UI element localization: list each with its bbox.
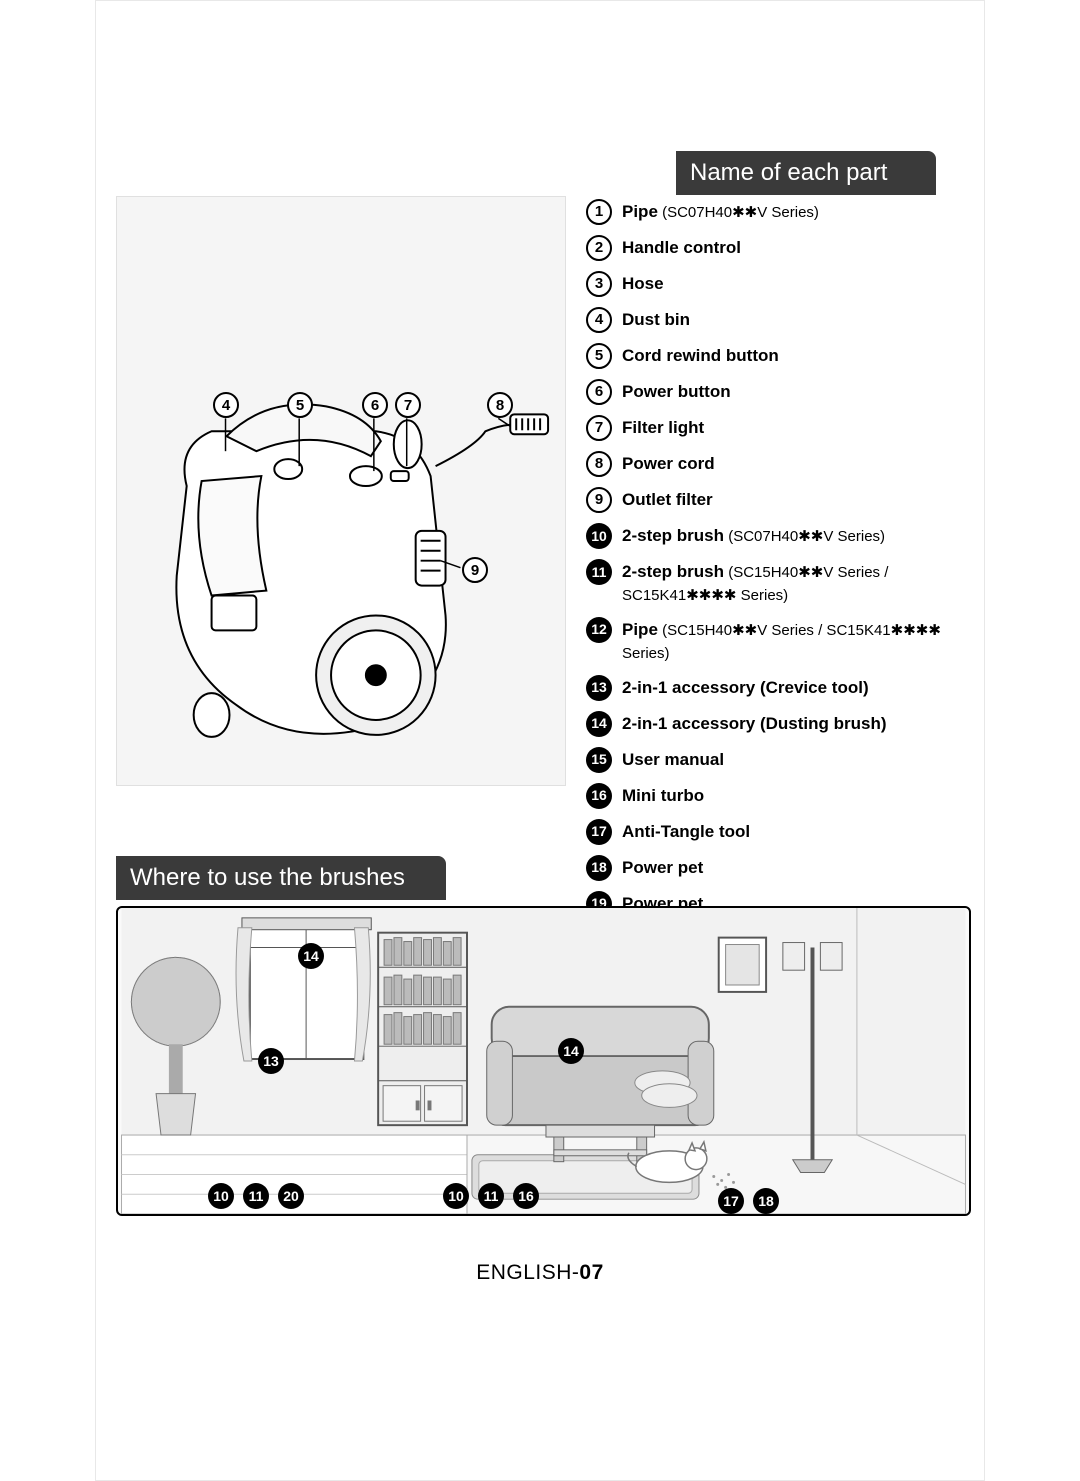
part-label: Outlet filter xyxy=(622,487,713,512)
diagram-callout: 9 xyxy=(462,557,488,583)
part-number: 6 xyxy=(586,379,612,405)
diagram-callout: 5 xyxy=(287,392,313,418)
part-row: 6 Power button xyxy=(586,379,986,405)
part-number: 15 xyxy=(586,747,612,773)
diagram-callout: 7 xyxy=(395,392,421,418)
part-number: 2 xyxy=(586,235,612,261)
part-number: 10 xyxy=(586,523,612,549)
part-label: Mini turbo xyxy=(622,783,704,808)
vacuum-diagram: 4 5 67 8 9 xyxy=(116,196,566,786)
part-row: 10 2-step brush (SC07H40✱✱V Series) xyxy=(586,523,986,549)
room-callout: 16 xyxy=(513,1183,539,1209)
part-label: Filter light xyxy=(622,415,704,440)
part-row: 15 User manual xyxy=(586,747,986,773)
part-label: Power pet xyxy=(622,855,703,880)
part-label: Power cord xyxy=(622,451,715,476)
part-number: 12 xyxy=(586,617,612,643)
part-row: 7 Filter light xyxy=(586,415,986,441)
part-number: 13 xyxy=(586,675,612,701)
part-label: Handle control xyxy=(622,235,741,260)
section-header-parts-label: Name of each part xyxy=(690,159,887,186)
part-number: 5 xyxy=(586,343,612,369)
room-callout: 18 xyxy=(753,1188,779,1214)
part-number: 9 xyxy=(586,487,612,513)
part-label: 2-in-1 accessory (Dusting brush) xyxy=(622,711,887,736)
room-callout: 14 xyxy=(298,943,324,969)
room-callout: 11 xyxy=(243,1183,269,1209)
room-callout: 14 xyxy=(558,1038,584,1064)
part-row: 3 Hose xyxy=(586,271,986,297)
part-number: 7 xyxy=(586,415,612,441)
part-row: 11 2-step brush (SC15H40✱✱V Series / SC15… xyxy=(586,559,986,607)
part-row: 5 Cord rewind button xyxy=(586,343,986,369)
part-row: 18 Power pet xyxy=(586,855,986,881)
room-callout: 13 xyxy=(258,1048,284,1074)
room-callout: 10 xyxy=(443,1183,469,1209)
footer-prefix: ENGLISH- xyxy=(476,1261,579,1284)
part-row: 16 Mini turbo xyxy=(586,783,986,809)
parts-list: 1 Pipe (SC07H40✱✱V Series) 2 Handle control… xyxy=(586,199,986,963)
room-callout: 20 xyxy=(278,1183,304,1209)
part-label: 2-step brush (SC07H40✱✱V Series) xyxy=(622,523,885,548)
vacuum-illustration xyxy=(117,197,565,785)
part-row: 9 Outlet filter xyxy=(586,487,986,513)
diagram-callout: 6 xyxy=(362,392,388,418)
section-header-parts: Name of each part xyxy=(676,151,936,195)
part-label: Dust bin xyxy=(622,307,690,332)
part-label: Pipe (SC07H40✱✱V Series) xyxy=(622,199,819,224)
diagram-callout: 8 xyxy=(487,392,513,418)
part-row: 14 2-in-1 accessory (Dusting brush) xyxy=(586,711,986,737)
part-row: 4 Dust bin xyxy=(586,307,986,333)
part-row: 2 Handle control xyxy=(586,235,986,261)
room-callout: 10 xyxy=(208,1183,234,1209)
part-number: 4 xyxy=(586,307,612,333)
room-callout: 11 xyxy=(478,1183,504,1209)
room-svg xyxy=(118,908,969,1214)
part-label: Anti-Tangle tool xyxy=(622,819,750,844)
manual-page: Name of each part xyxy=(95,0,985,1481)
part-number: 14 xyxy=(586,711,612,737)
part-label: 2-step brush (SC15H40✱✱V Series / SC15K4… xyxy=(622,559,986,607)
part-number: 1 xyxy=(586,199,612,225)
section-header-brushes: Where to use the brushes xyxy=(116,856,446,900)
part-label: Hose xyxy=(622,271,664,296)
part-number: 8 xyxy=(586,451,612,477)
section-header-brushes-label: Where to use the brushes xyxy=(130,864,405,891)
part-label: Cord rewind button xyxy=(622,343,779,368)
part-number: 18 xyxy=(586,855,612,881)
room-callout: 17 xyxy=(718,1188,744,1214)
diagram-callout: 4 xyxy=(213,392,239,418)
part-row: 17 Anti-Tangle tool xyxy=(586,819,986,845)
part-label: Power button xyxy=(622,379,731,404)
part-row: 8 Power cord xyxy=(586,451,986,477)
part-number: 16 xyxy=(586,783,612,809)
part-label: 2-in-1 accessory (Crevice tool) xyxy=(622,675,869,700)
part-row: 12 Pipe (SC15H40✱✱V Series / SC15K41✱✱✱✱ … xyxy=(586,617,986,665)
page-footer: ENGLISH-07 xyxy=(96,1261,984,1285)
part-number: 3 xyxy=(586,271,612,297)
part-row: 1 Pipe (SC07H40✱✱V Series) xyxy=(586,199,986,225)
part-label: Pipe (SC15H40✱✱V Series / SC15K41✱✱✱✱ Se… xyxy=(622,617,986,665)
part-row: 13 2-in-1 accessory (Crevice tool) xyxy=(586,675,986,701)
footer-page-number: 07 xyxy=(579,1261,603,1284)
part-number: 11 xyxy=(586,559,612,585)
part-label: User manual xyxy=(622,747,724,772)
part-number: 17 xyxy=(586,819,612,845)
room-illustration: 14 13 14 10 11 20 10 11 16 17 18 xyxy=(116,906,971,1216)
